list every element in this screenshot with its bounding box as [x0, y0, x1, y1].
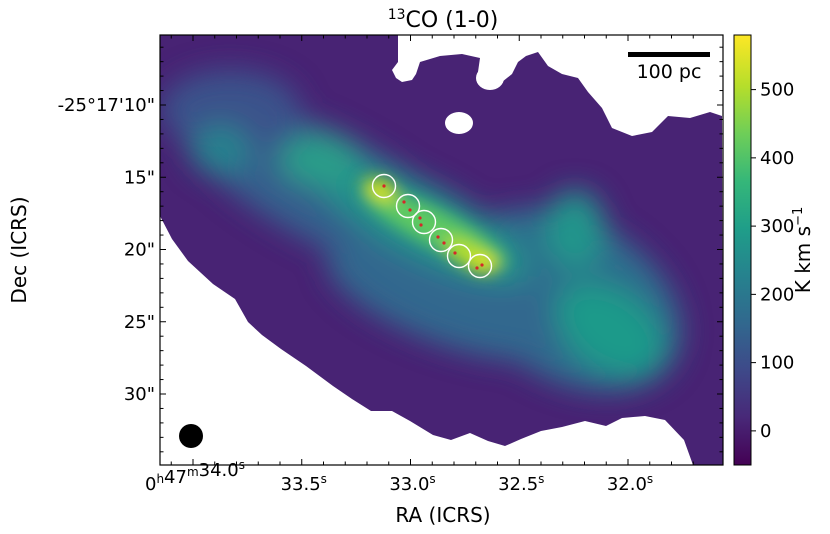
- x-tick-label: 0h47m34.0s: [145, 458, 245, 495]
- x-tick-label: 33.5s: [281, 472, 327, 495]
- x-axis-label: RA (ICRS): [395, 503, 490, 527]
- colorbar-label: K km s−1: [791, 207, 815, 294]
- source-marker: [408, 208, 412, 212]
- region-circle: [428, 227, 454, 253]
- colorbar-tick-label: 100: [760, 353, 794, 374]
- region-circle: [446, 243, 472, 269]
- colorbar-ticks: 0 100 200 300 400 500: [751, 80, 794, 442]
- source-marker: [453, 251, 457, 255]
- source-marker: [382, 184, 386, 188]
- y-tick-label: 25": [124, 312, 155, 333]
- y-tick-label: 20": [124, 240, 155, 261]
- colorbar-label-sup: −1: [791, 207, 806, 226]
- beam-marker: [179, 424, 203, 448]
- x-tick-label: 33.0s: [389, 472, 435, 495]
- source-marker: [436, 235, 440, 239]
- colorbar: 0 100 200 300 400 500 K km s−1: [733, 34, 815, 466]
- colorbar-tick-label: 0: [760, 421, 771, 442]
- colorbar-tick-label: 400: [760, 148, 794, 169]
- source-marker: [442, 241, 446, 245]
- source-marker: [402, 200, 406, 204]
- scale-bar-label: 100 pc: [637, 61, 702, 83]
- scale-bar: 100 pc: [628, 52, 710, 83]
- colorbar-tick-label: 200: [760, 284, 794, 305]
- region-circles: [371, 173, 493, 279]
- source-marker: [475, 266, 479, 270]
- colorbar-tick-label: 500: [760, 80, 794, 101]
- region-circle: [411, 209, 437, 235]
- source-marker: [480, 263, 484, 267]
- region-circle: [371, 173, 397, 199]
- x-tick-label: 32.0s: [607, 472, 653, 495]
- title-text: CO (1-0): [406, 8, 499, 33]
- colorbar-tick-label: 300: [760, 216, 794, 237]
- y-tick-label: -25°17'10": [58, 95, 155, 116]
- y-axis: -25°17'10" 15" 20" 25" 30": [58, 46, 723, 453]
- x-axis: 0h47m34.0s 33.5s 33.0s 32.5s 32.0s: [145, 35, 694, 495]
- map-image: [160, 35, 723, 465]
- y-axis-label: Dec (ICRS): [7, 196, 31, 303]
- region-circle: [467, 253, 493, 279]
- colorbar-label-text: K km s: [791, 226, 815, 293]
- region-circle: [395, 193, 421, 219]
- source-marker: [419, 223, 423, 227]
- colorbar-gradient: [733, 34, 752, 466]
- y-tick-label: 15": [124, 167, 155, 188]
- chart-title: 13CO (1-0): [388, 7, 499, 33]
- title-superscript: 13: [388, 7, 406, 23]
- source-marker: [418, 216, 422, 220]
- y-tick-label: 30": [124, 384, 155, 405]
- x-tick-label: 32.5s: [498, 472, 544, 495]
